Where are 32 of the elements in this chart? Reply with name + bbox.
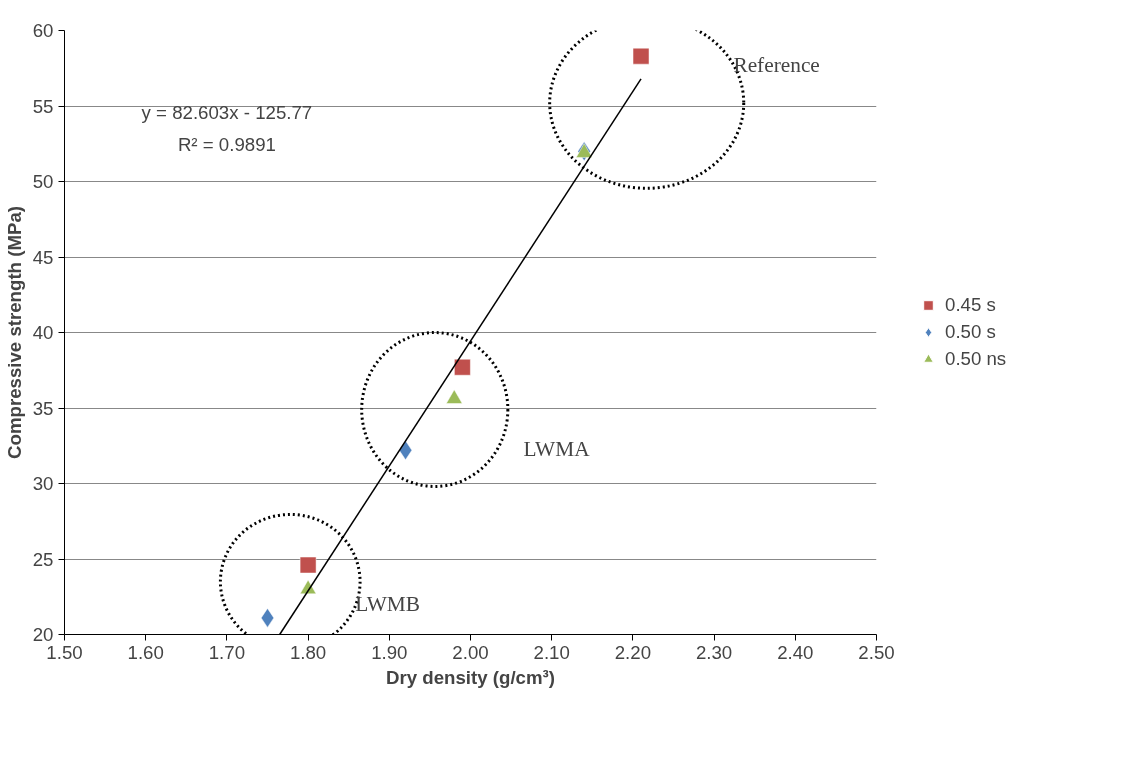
- y-tick-label: 35: [32, 397, 54, 419]
- point: [398, 440, 413, 461]
- y-tick-label: 55: [32, 95, 54, 117]
- point: [299, 556, 317, 574]
- legend-label: 0.50 s: [945, 321, 996, 343]
- annotation: y = 82.603x - 125.77 R² = 0.9891: [141, 102, 313, 155]
- x-tick-label: 2.00: [452, 641, 489, 663]
- y-tick-label: 25: [32, 548, 54, 570]
- x-tick-label: 2.20: [614, 641, 652, 663]
- annotation: LWMB: [355, 592, 421, 617]
- legend-label: 0.50 ns: [945, 348, 1007, 370]
- x-tick-label: 1.60: [127, 641, 164, 663]
- x-tick-label: 1.80: [289, 641, 327, 663]
- y-axis-title: Compressive strength (MPa): [3, 206, 25, 459]
- x-tick-label: 2.30: [695, 641, 733, 663]
- x-tick-label: 2.40: [777, 641, 814, 663]
- annotation: LWMA: [523, 436, 591, 461]
- x-tick-label: 1.90: [371, 641, 408, 663]
- x-tick-label: 2.50: [858, 641, 895, 663]
- point: [454, 358, 471, 376]
- point: [632, 47, 650, 65]
- y-tick-label: 30: [32, 473, 54, 494]
- y-tick-label: 40: [32, 322, 54, 343]
- y-tick-label: 45: [32, 246, 54, 268]
- y-tick-label: 50: [32, 171, 54, 192]
- y-tick-label: 60: [32, 20, 54, 41]
- x-axis-title: Dry density (g/cm³): [386, 666, 555, 688]
- annotation: Reference: [733, 53, 820, 78]
- point: [260, 608, 275, 628]
- legend-label: 0.45 s: [945, 294, 996, 316]
- x-tick-label: 2.10: [533, 641, 570, 663]
- x-tick-label: 1.70: [208, 641, 246, 663]
